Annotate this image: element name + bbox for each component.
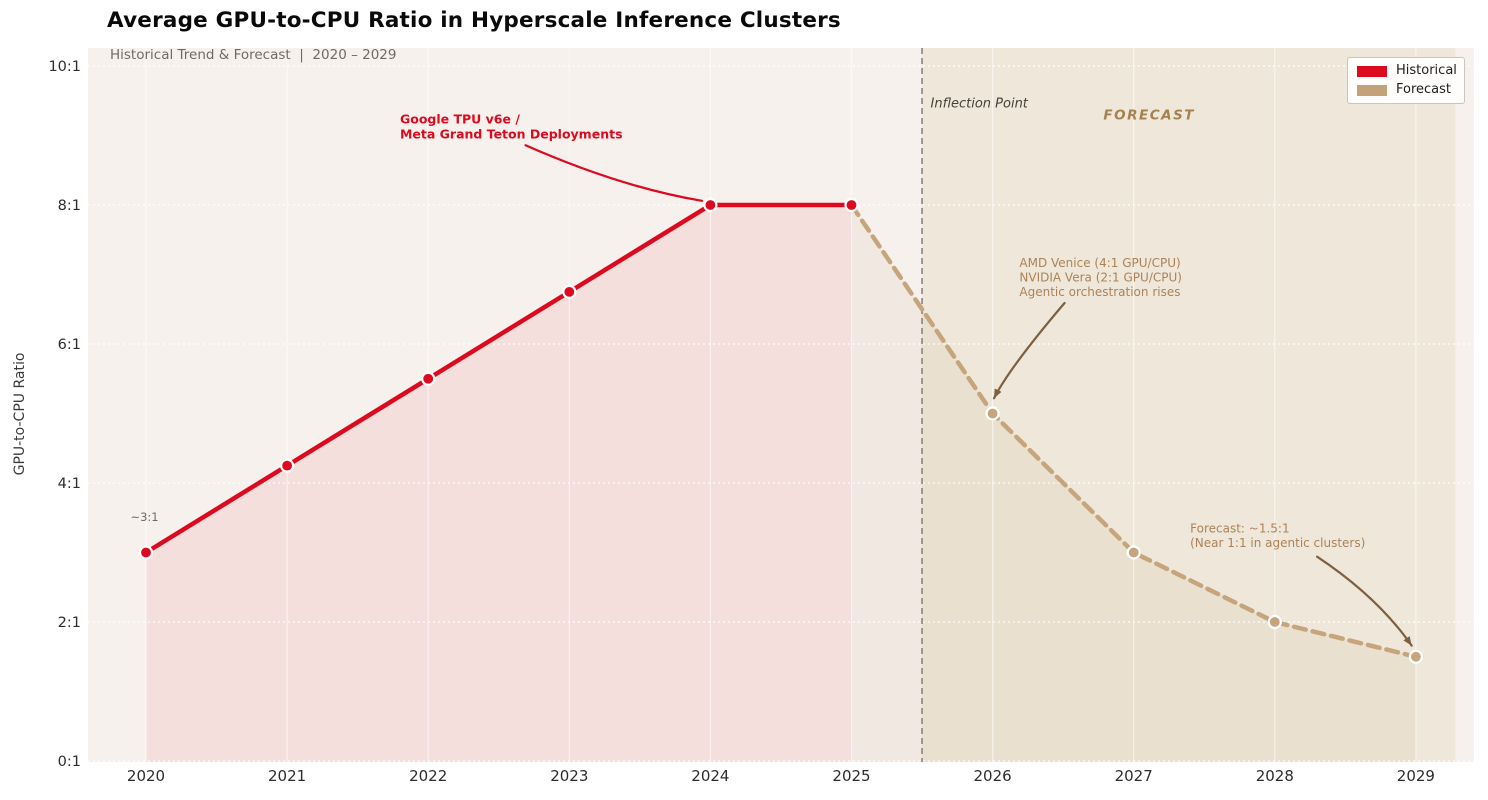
annotation-arrowhead-amd-nvidia-note: [994, 388, 1002, 399]
data-point-historical-2024: [703, 197, 718, 213]
annotation-tpu-deployments: Google TPU v6e / Meta Grand Teton Deploym…: [400, 112, 623, 142]
data-point-forecast-2027: [1126, 545, 1141, 560]
x-tick-label-2023: 2023: [550, 767, 588, 785]
forecast-band: [922, 48, 1456, 762]
y-tick-label-10:1: 10:1: [48, 59, 81, 75]
y-tick-label-8:1: 8:1: [58, 198, 81, 214]
x-tick-label-2022: 2022: [409, 767, 447, 785]
y-tick-label-4:1: 4:1: [58, 476, 81, 492]
y-tick-label-0:1: 0:1: [58, 754, 81, 770]
legend-label-forecast: Forecast: [1396, 82, 1452, 97]
x-tick-label-2020: 2020: [127, 767, 165, 785]
y-tick-label-2:1: 2:1: [58, 615, 81, 631]
x-tick-label-2028: 2028: [1256, 767, 1294, 785]
x-tick-label-2029: 2029: [1397, 767, 1435, 785]
annotation-arrow-forecast-target-note: [1316, 555, 1413, 647]
legend-item-forecast: Forecast: [1357, 83, 1455, 97]
x-tick-label-2027: 2027: [1115, 767, 1153, 785]
x-tick-label-2026: 2026: [974, 767, 1012, 785]
data-point-historical-2022: [421, 371, 436, 386]
annotation-forecast-zone-label: FORECAST: [1103, 108, 1195, 124]
data-point-forecast-2028: [1267, 614, 1282, 630]
annotation-start-ratio: ~3:1: [130, 510, 158, 524]
legend: Historical Forecast: [1347, 57, 1465, 104]
annotation-forecast-target-note: Forecast: ~1.5:1 (Near 1:1 in agentic clu…: [1190, 522, 1365, 551]
annotation-arrowhead-forecast-target-note: [1403, 636, 1412, 646]
data-point-historical-2023: [562, 284, 577, 299]
x-tick-label-2024: 2024: [691, 767, 729, 785]
annotation-amd-nvidia-note: AMD Venice (4:1 GPU/CPU) NVIDIA Vera (2:1…: [1019, 256, 1182, 299]
data-point-forecast-2026: [985, 406, 1000, 421]
legend-swatch-historical-icon: [1357, 65, 1387, 77]
data-point-historical-2020: [138, 545, 154, 560]
annotation-inflection-label: Inflection Point: [931, 96, 1029, 111]
chart-subtitle: Historical Trend & Forecast | 2020 – 202…: [110, 47, 397, 63]
y-tick-label-6:1: 6:1: [58, 337, 81, 353]
legend-label-historical: Historical: [1396, 63, 1457, 78]
chart-title: Average GPU-to-CPU Ratio in Hyperscale I…: [107, 8, 841, 33]
data-point-historical-2021: [280, 458, 295, 473]
annotation-arrow-tpu-deployments: [524, 144, 704, 202]
data-point-historical-2025: [844, 197, 859, 213]
x-tick-label-2025: 2025: [832, 767, 870, 785]
data-point-forecast-2029: [1408, 649, 1424, 664]
series-line-historical: [143, 202, 854, 555]
y-axis-label: GPU-to-CPU Ratio: [12, 353, 28, 476]
legend-swatch-forecast-icon: [1357, 84, 1387, 96]
legend-item-historical: Historical: [1357, 63, 1457, 78]
x-tick-label-2021: 2021: [268, 767, 306, 785]
